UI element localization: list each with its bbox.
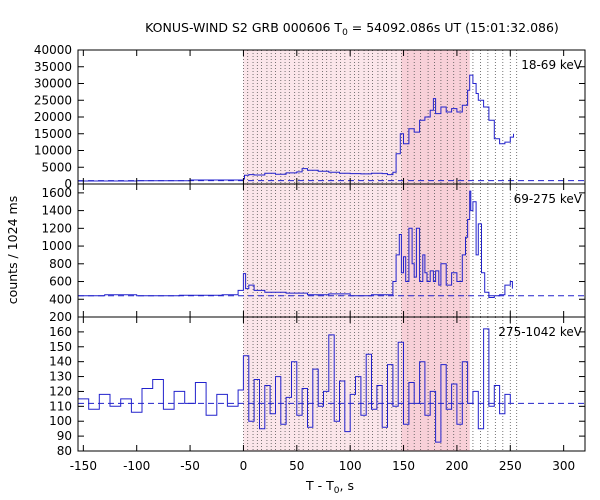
x-tick-label: 250 — [499, 459, 522, 473]
y-tick-label: 0 — [64, 177, 72, 191]
energy-band-label: 18-69 keV — [521, 58, 583, 72]
y-tick-label: 800 — [49, 257, 72, 271]
energy-band-label: 275-1042 keV — [498, 325, 582, 339]
y-tick-label: 40000 — [34, 43, 72, 57]
x-tick-label: 200 — [445, 459, 468, 473]
x-axis-label: T - T0, s — [305, 478, 354, 496]
energy-band-label: 69-275 keV — [514, 192, 583, 206]
y-tick-label: 110 — [49, 399, 72, 413]
y-tick-label: 1000 — [41, 239, 72, 253]
x-tick-label: -100 — [123, 459, 150, 473]
x-tick-label: 150 — [392, 459, 415, 473]
series-line-panel-1 — [78, 74, 514, 182]
y-tick-label: 1600 — [41, 186, 72, 200]
panel-1: 0 5000 10000 15000 20000 25000 30000 35000 40000… — [34, 43, 586, 191]
y-tick-label: 90 — [57, 429, 72, 443]
y-tick-label: 1400 — [41, 204, 72, 218]
x-tick-label: 50 — [289, 459, 304, 473]
panel-frame — [77, 316, 586, 452]
y-tick-label: 35000 — [34, 60, 72, 74]
shaded-interval-2 — [401, 184, 470, 317]
x-tick-label: 300 — [552, 459, 575, 473]
series-line-panel-2 — [78, 190, 513, 298]
y-tick-label: 600 — [49, 275, 72, 289]
y-tick-label: 80 — [57, 444, 72, 458]
y-tick-label: 130 — [49, 370, 72, 384]
x-tick-label: -50 — [180, 459, 200, 473]
y-tick-label: 100 — [49, 414, 72, 428]
y-axis-label: counts / 1024 ms — [5, 196, 20, 304]
y-tick-label: 1200 — [41, 221, 72, 235]
chart-title: KONUS-WIND S2 GRB 000606 T0 = 54092.086s… — [145, 20, 559, 38]
y-tick-label: 400 — [49, 292, 72, 306]
shaded-interval-2 — [401, 50, 470, 184]
y-tick-label: 15000 — [34, 127, 72, 141]
y-tick-label: 20000 — [34, 110, 72, 124]
y-tick-label: 25000 — [34, 93, 72, 107]
y-tick-label: 120 — [49, 384, 72, 398]
y-tick-label: 160 — [49, 325, 72, 339]
y-tick-label: 200 — [49, 310, 72, 324]
y-tick-label: 10000 — [34, 144, 72, 158]
y-tick-label: 150 — [49, 340, 72, 354]
chart-panels: 0500010000150002000025000300003500040000… — [34, 43, 586, 473]
y-tick-label: 30000 — [34, 77, 72, 91]
x-tick-label: 0 — [240, 459, 248, 473]
series-line-panel-3 — [78, 328, 511, 443]
y-tick-label: 5000 — [41, 160, 72, 174]
panel-2: 200 400 600 800 1000 1200 1400 1600 69-275 keV — [41, 183, 586, 324]
x-tick-label: -150 — [70, 459, 97, 473]
y-tick-label: 140 — [49, 355, 72, 369]
x-tick-label: 100 — [339, 459, 362, 473]
